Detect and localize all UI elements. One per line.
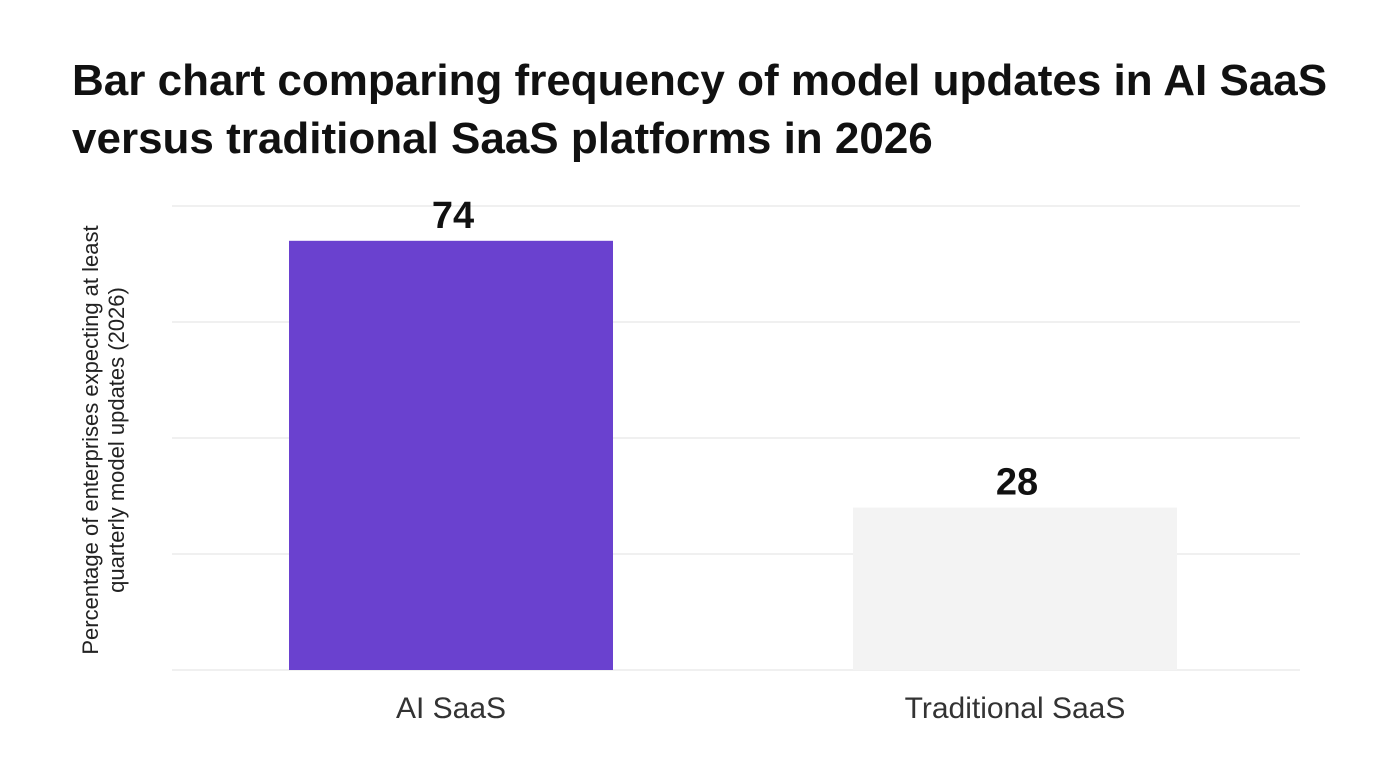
category-label: AI SaaS: [396, 692, 506, 725]
bar-value-label: 28: [996, 462, 1038, 504]
bar-traditional-saas: [853, 507, 1177, 670]
labels: 74 AI SaaS 28 Traditional SaaS: [396, 195, 1125, 725]
bar-ai-saas: [289, 240, 613, 671]
bar-value-label: 74: [432, 195, 474, 237]
category-label: Traditional SaaS: [905, 692, 1126, 725]
bars: [289, 240, 1177, 671]
chart-title: Bar chart comparing frequency of model u…: [72, 56, 1328, 163]
